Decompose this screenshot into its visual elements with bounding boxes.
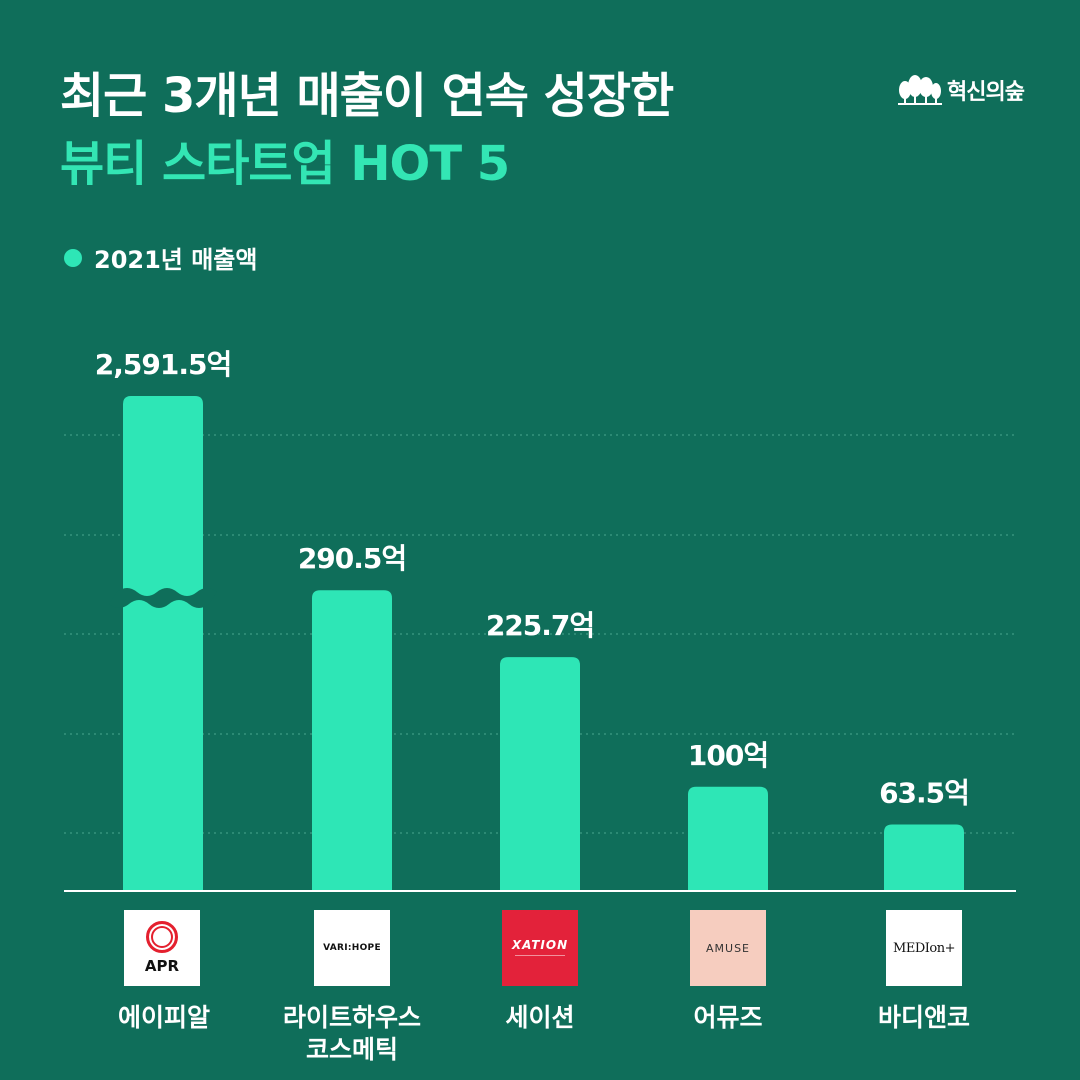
bar <box>884 824 964 890</box>
brand-logo: 혁신의숲 <box>897 74 1025 106</box>
xation-logo-rule <box>515 955 565 958</box>
axis-break-mark <box>109 588 217 608</box>
title-line-1: 최근 3개년 매출이 연속 성장한 <box>60 68 674 124</box>
category-text: 에이피알 <box>117 1003 210 1032</box>
data-label: 100억 <box>688 739 768 772</box>
category-text-line2: 코스메틱 <box>305 1035 398 1064</box>
apr-logo: APR <box>124 910 200 986</box>
category-text: 어뮤즈 <box>693 1003 763 1032</box>
medion-logo: MEDIon+ <box>886 910 962 986</box>
category-text: 바디앤코 <box>877 1003 970 1032</box>
data-label: 63.5억 <box>879 776 969 809</box>
data-label: 225.7억 <box>486 609 594 642</box>
varihope-logo: VARI:HOPE <box>314 910 390 986</box>
amuse-logo: AMUSE <box>690 910 766 986</box>
amuse-logo-text: AMUSE <box>706 941 750 955</box>
category-label-xation: 세이션 <box>440 1002 640 1034</box>
data-label: 290.5억 <box>298 542 406 575</box>
bar <box>312 590 392 890</box>
xation-logo: XATION <box>502 910 578 986</box>
category-text-line1: 라이트하우스 <box>282 1003 421 1032</box>
legend: 2021년 매출액 <box>64 240 257 275</box>
apr-logo-text: APR <box>144 957 180 975</box>
data-label: 2,591.5억 <box>95 348 231 381</box>
varihope-logo-text: VARI:HOPE <box>323 943 381 953</box>
legend-swatch <box>64 248 82 267</box>
bar <box>500 657 580 890</box>
category-label-amuse: 어뮤즈 <box>628 1002 828 1034</box>
xation-logo-text: XATION <box>511 938 569 952</box>
category-label-lighthouse: 라이트하우스 코스메틱 <box>252 1002 452 1066</box>
bar <box>123 396 203 890</box>
brand-name: 혁신의숲 <box>947 80 1025 105</box>
tree-icon <box>898 75 943 105</box>
legend-label: 2021년 매출액 <box>94 246 258 274</box>
category-text: 세이션 <box>505 1003 575 1032</box>
category-label-apr: 에이피알 <box>64 1002 264 1034</box>
title-line-2: 뷰티 스타트업 HOT 5 <box>60 136 510 192</box>
chart-title: 최근 3개년 매출이 연속 성장한 뷰티 스타트업 HOT 5 <box>60 62 674 198</box>
apr-ring-icon <box>146 921 178 953</box>
medion-logo-text: MEDIon+ <box>893 940 955 956</box>
bar <box>688 786 768 890</box>
category-label-bodynco: 바디앤코 <box>824 1002 1024 1034</box>
